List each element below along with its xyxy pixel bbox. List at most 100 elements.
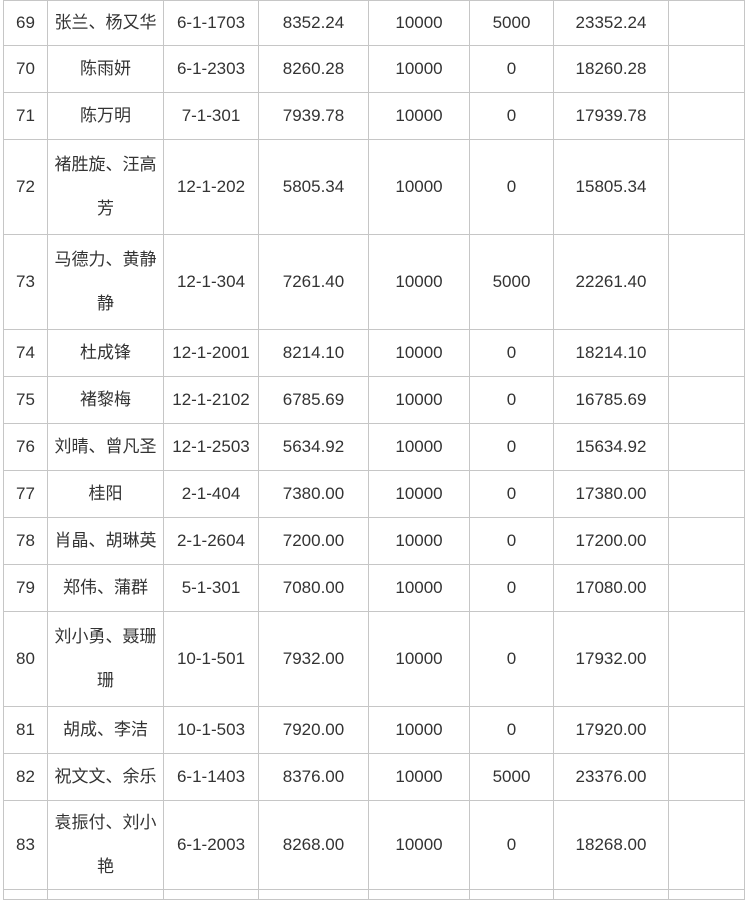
cell-no: 83 bbox=[3, 800, 48, 890]
cell-fixed: 10000 bbox=[368, 800, 470, 890]
cell-amount: 7939.78 bbox=[258, 92, 369, 140]
cell-no: 69 bbox=[3, 0, 48, 46]
cell-unit: 6-1-1703 bbox=[163, 0, 259, 46]
cell-name: 胡成、李洁 bbox=[47, 706, 164, 754]
cell-unit: 5-1-301 bbox=[163, 564, 259, 612]
table-row: 76 刘晴、曾凡圣 12-1-2503 5634.92 10000 0 15634.92 bbox=[3, 423, 745, 471]
cell-amount: 8268.00 bbox=[258, 800, 369, 890]
cell-name: 祝文文、余乐 bbox=[47, 753, 164, 801]
cell-unit: 6-1-2303 bbox=[163, 45, 259, 93]
cell-total: 17080.00 bbox=[553, 564, 669, 612]
cell-extra: 5000 bbox=[469, 0, 554, 46]
cell-extra: 0 bbox=[469, 706, 554, 754]
cell-fixed: 10000 bbox=[368, 329, 470, 377]
cell-total: 17932.00 bbox=[553, 611, 669, 707]
cell-fixed: 10000 bbox=[368, 45, 470, 93]
cell-no: 81 bbox=[3, 706, 48, 754]
cell-name: 杜成锋 bbox=[47, 329, 164, 377]
cell-total: 15634.92 bbox=[553, 423, 669, 471]
cell-no: 71 bbox=[3, 92, 48, 140]
cell-fixed: 10000 bbox=[368, 611, 470, 707]
cell-extra: 0 bbox=[469, 423, 554, 471]
table-row: 74 杜成锋 12-1-2001 8214.10 10000 0 18214.10 bbox=[3, 329, 745, 377]
cell-total: 17939.78 bbox=[553, 92, 669, 140]
cell-amount: 7080.00 bbox=[258, 564, 369, 612]
cell-total: 22261.40 bbox=[553, 234, 669, 330]
cell-unit: 6-1-1403 bbox=[163, 753, 259, 801]
table-row: 78 肖晶、胡琳英 2-1-2604 7200.00 10000 0 17200.00 bbox=[3, 517, 745, 565]
cell-amount: 8260.28 bbox=[258, 45, 369, 93]
cell-unit: 12-1-2102 bbox=[163, 376, 259, 424]
cell-extra: 0 bbox=[469, 800, 554, 890]
cell-total: 17200.00 bbox=[553, 517, 669, 565]
cell-empty bbox=[47, 889, 164, 900]
cell-blank bbox=[668, 470, 745, 518]
table-row: 81 胡成、李洁 10-1-503 7920.00 10000 0 17920.00 bbox=[3, 706, 745, 754]
cell-extra: 0 bbox=[469, 329, 554, 377]
cell-name: 刘晴、曾凡圣 bbox=[47, 423, 164, 471]
cell-extra: 0 bbox=[469, 470, 554, 518]
cell-name: 马德力、黄静静 bbox=[47, 234, 164, 330]
cell-total: 16785.69 bbox=[553, 376, 669, 424]
cell-amount: 7261.40 bbox=[258, 234, 369, 330]
cell-no: 75 bbox=[3, 376, 48, 424]
table-row: 79 郑伟、蒲群 5-1-301 7080.00 10000 0 17080.00 bbox=[3, 564, 745, 612]
cell-no: 74 bbox=[3, 329, 48, 377]
cell-unit: 2-1-2604 bbox=[163, 517, 259, 565]
cell-empty bbox=[258, 889, 369, 900]
cell-unit: 7-1-301 bbox=[163, 92, 259, 140]
cell-extra: 5000 bbox=[469, 234, 554, 330]
cell-blank bbox=[668, 517, 745, 565]
cell-blank bbox=[668, 423, 745, 471]
cell-no: 73 bbox=[3, 234, 48, 330]
cell-unit: 2-1-404 bbox=[163, 470, 259, 518]
cell-amount: 7380.00 bbox=[258, 470, 369, 518]
table-row: 80 刘小勇、聂珊珊 10-1-501 7932.00 10000 0 17932.00 bbox=[3, 611, 745, 707]
cell-fixed: 10000 bbox=[368, 423, 470, 471]
cell-empty bbox=[553, 889, 669, 900]
cell-fixed: 10000 bbox=[368, 517, 470, 565]
cell-total: 23376.00 bbox=[553, 753, 669, 801]
cell-name: 陈雨妍 bbox=[47, 45, 164, 93]
cell-amount: 8352.24 bbox=[258, 0, 369, 46]
cell-fixed: 10000 bbox=[368, 470, 470, 518]
table-body: 69 张兰、杨又华 6-1-1703 8352.24 10000 5000 23352.24… bbox=[3, 0, 745, 900]
cell-name: 肖晶、胡琳英 bbox=[47, 517, 164, 565]
cell-total: 15805.34 bbox=[553, 139, 669, 235]
cell-fixed: 10000 bbox=[368, 92, 470, 140]
cell-total: 23352.24 bbox=[553, 0, 669, 46]
cell-blank bbox=[668, 564, 745, 612]
cell-blank bbox=[668, 706, 745, 754]
cell-extra: 0 bbox=[469, 92, 554, 140]
cell-amount: 7200.00 bbox=[258, 517, 369, 565]
cell-amount: 7920.00 bbox=[258, 706, 369, 754]
cell-blank bbox=[668, 329, 745, 377]
cell-no: 76 bbox=[3, 423, 48, 471]
cell-extra: 5000 bbox=[469, 753, 554, 801]
cell-total: 18268.00 bbox=[553, 800, 669, 890]
cell-unit: 12-1-304 bbox=[163, 234, 259, 330]
table-row: 77 桂阳 2-1-404 7380.00 10000 0 17380.00 bbox=[3, 470, 745, 518]
cell-extra: 0 bbox=[469, 517, 554, 565]
cell-name: 陈万明 bbox=[47, 92, 164, 140]
cell-blank bbox=[668, 0, 745, 46]
cell-unit: 10-1-503 bbox=[163, 706, 259, 754]
cell-fixed: 10000 bbox=[368, 234, 470, 330]
cell-amount: 8376.00 bbox=[258, 753, 369, 801]
cell-no: 80 bbox=[3, 611, 48, 707]
cell-no: 70 bbox=[3, 45, 48, 93]
table-row: 69 张兰、杨又华 6-1-1703 8352.24 10000 5000 23352.24 bbox=[3, 0, 745, 46]
cell-empty bbox=[668, 889, 745, 900]
cell-amount: 6785.69 bbox=[258, 376, 369, 424]
table-row: 72 褚胜旋、汪高芳 12-1-202 5805.34 10000 0 15805.34 bbox=[3, 139, 745, 235]
cell-total: 18260.28 bbox=[553, 45, 669, 93]
cell-name: 袁振付、刘小艳 bbox=[47, 800, 164, 890]
cell-unit: 12-1-2001 bbox=[163, 329, 259, 377]
cell-name: 桂阳 bbox=[47, 470, 164, 518]
table-row: 73 马德力、黄静静 12-1-304 7261.40 10000 5000 22261.4… bbox=[3, 234, 745, 330]
cell-fixed: 10000 bbox=[368, 139, 470, 235]
cell-blank bbox=[668, 45, 745, 93]
cell-empty bbox=[469, 889, 554, 900]
cell-unit: 10-1-501 bbox=[163, 611, 259, 707]
cell-empty bbox=[3, 889, 48, 900]
